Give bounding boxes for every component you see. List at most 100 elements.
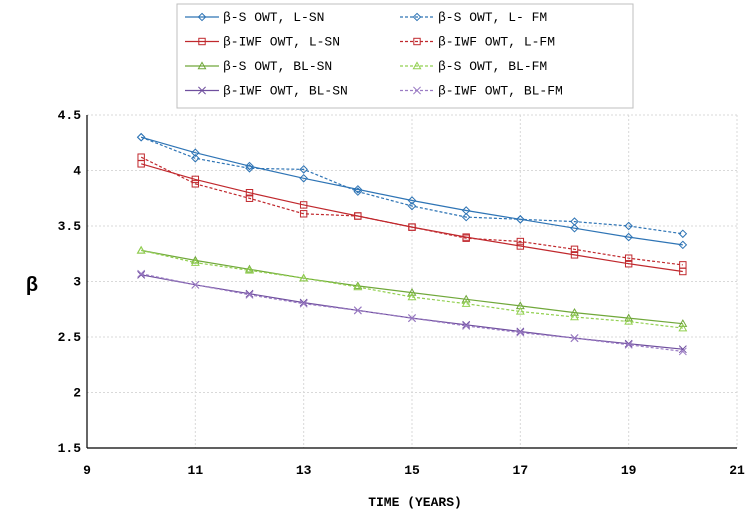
data-point <box>354 212 362 220</box>
data-point <box>191 180 200 188</box>
y-axis-title: β <box>26 274 38 296</box>
x-tick-label: 19 <box>621 463 637 478</box>
data-point <box>516 242 525 250</box>
data-point <box>190 258 200 266</box>
data-point <box>570 223 579 233</box>
data-point <box>197 61 207 70</box>
legend-label: β-S OWT, BL-SN <box>223 59 332 74</box>
data-point <box>245 265 254 274</box>
data-point <box>412 61 422 70</box>
data-point <box>137 153 145 161</box>
data-point <box>570 307 579 316</box>
axes <box>86 115 737 449</box>
data-point <box>299 299 308 308</box>
data-point <box>245 189 254 197</box>
data-point <box>245 163 254 173</box>
data-point <box>624 316 634 325</box>
data-point <box>407 196 417 205</box>
data-point <box>624 221 633 231</box>
y-tick-label: 4 <box>73 164 81 179</box>
data-point <box>413 86 421 95</box>
data-point <box>245 194 254 202</box>
data-point <box>191 153 200 163</box>
data-point <box>515 306 525 315</box>
y-tick-label: 3.5 <box>58 219 82 234</box>
data-point <box>678 229 688 239</box>
data-point <box>678 319 688 327</box>
data-point <box>191 148 200 158</box>
y-tick-label: 1.5 <box>58 441 82 456</box>
data-point <box>299 165 308 174</box>
data-point <box>407 292 417 301</box>
y-tick-label: 2 <box>73 386 81 401</box>
data-point <box>462 321 471 330</box>
data-point <box>462 320 471 329</box>
data-point <box>245 289 254 298</box>
series-8 <box>137 269 687 356</box>
y-tick-label: 4.5 <box>58 108 82 123</box>
data-point <box>191 175 200 184</box>
legend-item: β-IWF OWT, BL-SN <box>185 84 348 99</box>
data-point <box>413 37 421 46</box>
data-point <box>516 328 525 337</box>
legend-label: β-S OWT, BL-FM <box>438 59 547 74</box>
data-point <box>137 270 146 279</box>
data-point <box>353 187 363 196</box>
data-point <box>624 254 633 262</box>
data-point <box>678 323 688 332</box>
legend-item: β-S OWT, L- FM <box>400 10 547 25</box>
data-point <box>624 339 633 348</box>
data-point <box>570 245 579 254</box>
data-point <box>570 334 579 343</box>
series-line <box>141 249 683 329</box>
tick-labels: 1.5 2 2.5 3 3.5 4 4.5 9 11 13 15 17 19 21 <box>58 108 745 478</box>
data-point <box>678 347 687 356</box>
x-axis-title: TIME (YEARS) <box>368 495 462 510</box>
data-point <box>136 132 146 142</box>
data-point <box>679 261 687 269</box>
data-point <box>136 245 146 254</box>
series-5 <box>136 245 688 327</box>
series-6 <box>136 245 688 332</box>
data-point <box>407 287 417 296</box>
data-point <box>245 264 254 273</box>
data-point <box>198 37 206 46</box>
data-point <box>136 132 146 142</box>
x-tick-label: 11 <box>188 463 204 478</box>
data-point <box>678 240 688 250</box>
data-point <box>408 314 416 323</box>
series-3 <box>137 160 687 276</box>
legend-label: β-IWF OWT, L-FM <box>438 35 555 50</box>
data-point <box>407 201 417 211</box>
data-point <box>408 223 416 231</box>
x-tick-label: 9 <box>83 463 91 478</box>
data-point <box>299 173 308 183</box>
legend-label: β-S OWT, L- FM <box>438 10 547 25</box>
legend-label: β-IWF OWT, L-SN <box>223 35 340 50</box>
data-point <box>353 185 363 194</box>
data-point <box>624 260 633 268</box>
legend-label: β-S OWT, L-SN <box>223 10 324 25</box>
x-tick-label: 15 <box>404 463 420 478</box>
y-tick-label: 2.5 <box>58 330 82 345</box>
legend-item: β-IWF OWT, BL-FM <box>400 84 563 99</box>
data-point <box>624 340 633 349</box>
legend-label: β-IWF OWT, BL-SN <box>223 84 348 99</box>
series-line <box>140 136 683 235</box>
data-point <box>299 210 308 218</box>
data-point <box>299 201 308 209</box>
data-point <box>299 273 309 282</box>
data-point <box>299 298 308 307</box>
series-4 <box>137 153 687 269</box>
x-tick-label: 17 <box>513 463 529 478</box>
data-point <box>353 306 362 315</box>
series-2 <box>136 132 688 239</box>
data-point <box>353 282 363 291</box>
legend-label: β-IWF OWT, BL-FM <box>438 84 563 99</box>
data-point <box>570 251 579 259</box>
data-point <box>245 290 254 299</box>
series-line <box>141 136 683 246</box>
data-point <box>198 86 206 95</box>
data-point <box>624 313 634 322</box>
legend-item: β-S OWT, L-SN <box>185 10 324 25</box>
